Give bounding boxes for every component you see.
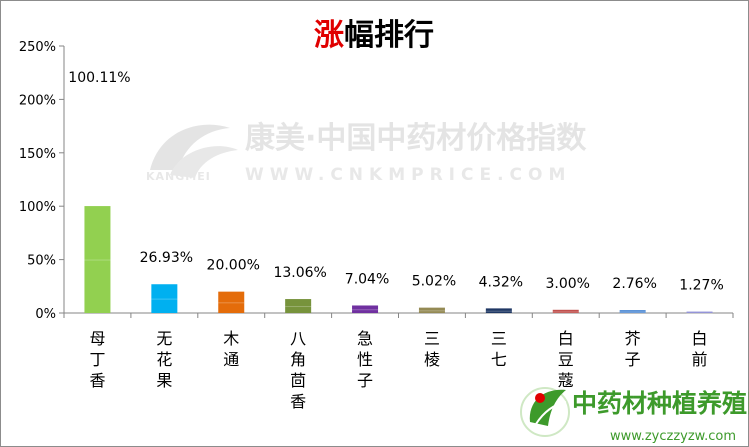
bar-highlight [84,259,111,261]
watermark-logo-icon [150,124,238,178]
data-label: 3.00% [546,276,590,292]
data-label: 5.02% [412,274,456,290]
watermark-url: WWW.CNKMPRICE.COM [245,165,571,185]
bar [418,307,445,313]
bar [84,206,111,313]
bars [84,206,713,314]
bar-highlight [352,309,379,311]
category-label-char: 豆 [558,350,574,369]
x-axis-ticks [63,313,734,318]
data-label: 100.11% [68,70,130,86]
bar [552,309,579,313]
data-label: 26.93% [140,250,193,266]
bar [151,284,178,313]
y-tick-label: 200% [19,93,56,108]
bar-highlight [418,310,445,312]
bar [485,308,512,313]
bar-highlight [485,310,512,312]
category-label-char: 茴 [290,371,306,390]
data-label: 13.06% [273,265,326,281]
watermark-brand: KANGMEI [146,170,211,183]
category-label-char: 前 [692,350,708,369]
category-label-char: 芥 [625,329,641,348]
watermark-text: 康美·中国中药材价格指数 [245,121,587,156]
bar [285,299,312,313]
leaf-logo-icon [520,387,570,437]
category-label-char: 角 [290,350,306,369]
site-logo-url: www.zyczzyzw.com [610,429,736,444]
category-label-char: 子 [625,350,641,369]
category-label-char: 三 [424,329,440,348]
category-label-char: 通 [223,350,239,369]
data-label: 1.27% [679,278,723,294]
category-label-char: 白 [692,329,708,348]
bar-highlight [151,298,178,300]
bar [352,305,379,313]
category-label-char: 七 [491,350,507,369]
site-logo: 中药材种植养殖网 www.zyczzyzw.com [520,387,749,444]
category-label-char: 无 [156,329,172,348]
bar [619,310,646,313]
category-label-char: 子 [357,371,373,390]
watermark: 康美·中国中药材价格指数 KANGMEI WWW.CNKMPRICE.COM [146,121,587,185]
category-label-char: 母 [89,329,105,348]
category-label-char: 白 [558,329,574,348]
category-label-char: 香 [290,392,306,411]
y-tick-label: 250% [19,40,56,55]
category-label-char: 丁 [89,350,105,369]
category-label-char: 果 [156,371,172,390]
data-label: 20.00% [207,258,260,274]
y-tick-label: 50% [27,254,56,269]
bar-highlight [686,312,713,314]
chart-title-accent: 涨 [314,18,344,53]
category-label-char: 八 [290,329,306,348]
bar-highlight [619,311,646,313]
bar [686,311,713,313]
category-label-char: 三 [491,329,507,348]
chart-title: 涨幅排行 [314,18,434,53]
bar-highlight [218,302,245,304]
data-label: 4.32% [479,274,523,290]
category-label-char: 急 [357,329,373,348]
y-tick-label: 100% [19,200,56,215]
chart-title-rest: 幅排行 [344,18,434,53]
bar-highlight [285,306,312,308]
data-labels: 100.11% 26.93% 20.00% 13.06% 7.04% 5.02% 4.32%… [68,70,723,294]
category-label-char: 棱 [424,350,440,369]
category-label-char: 香 [89,371,105,390]
y-axis-ticks: 0% 50% 100% 150% 200% 250% [19,40,64,322]
data-label: 7.04% [345,271,389,287]
category-label-char: 蔻 [558,371,574,390]
category-label-char: 性 [357,350,373,369]
bar-highlight [552,311,579,313]
category-label-char: 木 [223,329,239,348]
data-label: 2.76% [612,276,656,292]
category-label-char: 花 [156,350,172,369]
y-tick-label: 0% [35,307,56,322]
y-tick-label: 150% [19,147,56,162]
site-logo-name: 中药材种植养殖网 [572,389,749,418]
bar [218,291,245,313]
